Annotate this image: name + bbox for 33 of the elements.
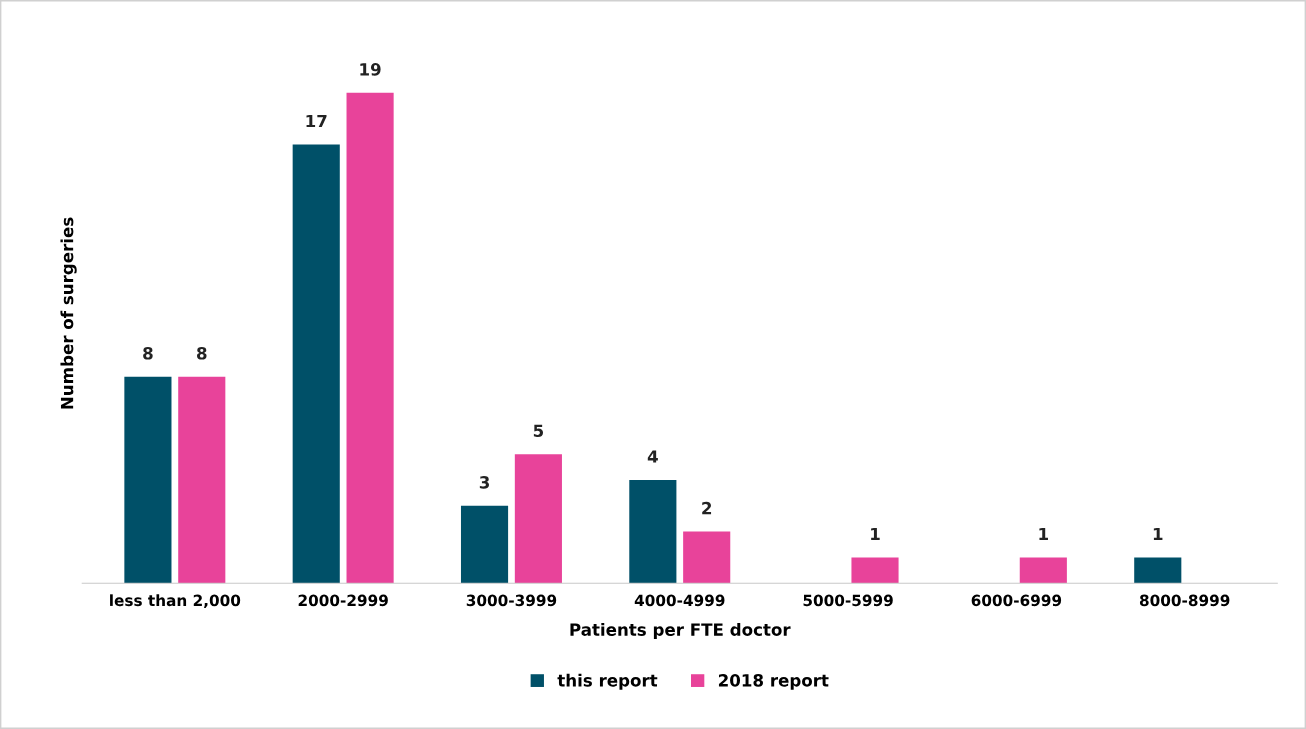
legend-label: this report (557, 673, 658, 690)
data-label: 3 (479, 476, 490, 489)
data-label: 8 (143, 346, 153, 360)
x-tick-label: 4000-4999 (634, 594, 725, 607)
x-tick-label: 6000-6999 (971, 594, 1062, 607)
bar (629, 479, 677, 584)
bar (124, 376, 172, 584)
x-axis-title: Patients per FTE doctor (570, 622, 791, 640)
bar (1019, 557, 1067, 584)
data-label: 5 (533, 424, 544, 438)
x-tick-label: 5000-5999 (803, 594, 893, 607)
bar (683, 531, 731, 584)
bar (178, 376, 226, 584)
data-label: 1 (1153, 527, 1163, 541)
data-label: 4 (647, 450, 658, 463)
x-tick-label: less than 2,000 (110, 594, 241, 609)
data-label: 8 (197, 346, 207, 360)
data-label: 2 (702, 501, 712, 515)
bar (514, 454, 562, 584)
y-axis-title: Number of surgeries (60, 217, 77, 409)
x-tick-label: 3000-3999 (466, 594, 557, 607)
data-label: 1 (871, 527, 880, 541)
bar (851, 557, 899, 584)
data-label: 17 (306, 114, 327, 128)
x-tick-label: 2000-2999 (298, 594, 388, 607)
data-label: 19 (360, 63, 381, 76)
x-tick-label: 8000-8999 (1139, 594, 1230, 607)
bar (346, 92, 394, 584)
legend-label: 2018 report (718, 674, 829, 690)
bar (1134, 557, 1182, 584)
bar (460, 505, 509, 584)
bar (292, 144, 340, 584)
data-label: 1 (1039, 527, 1048, 541)
